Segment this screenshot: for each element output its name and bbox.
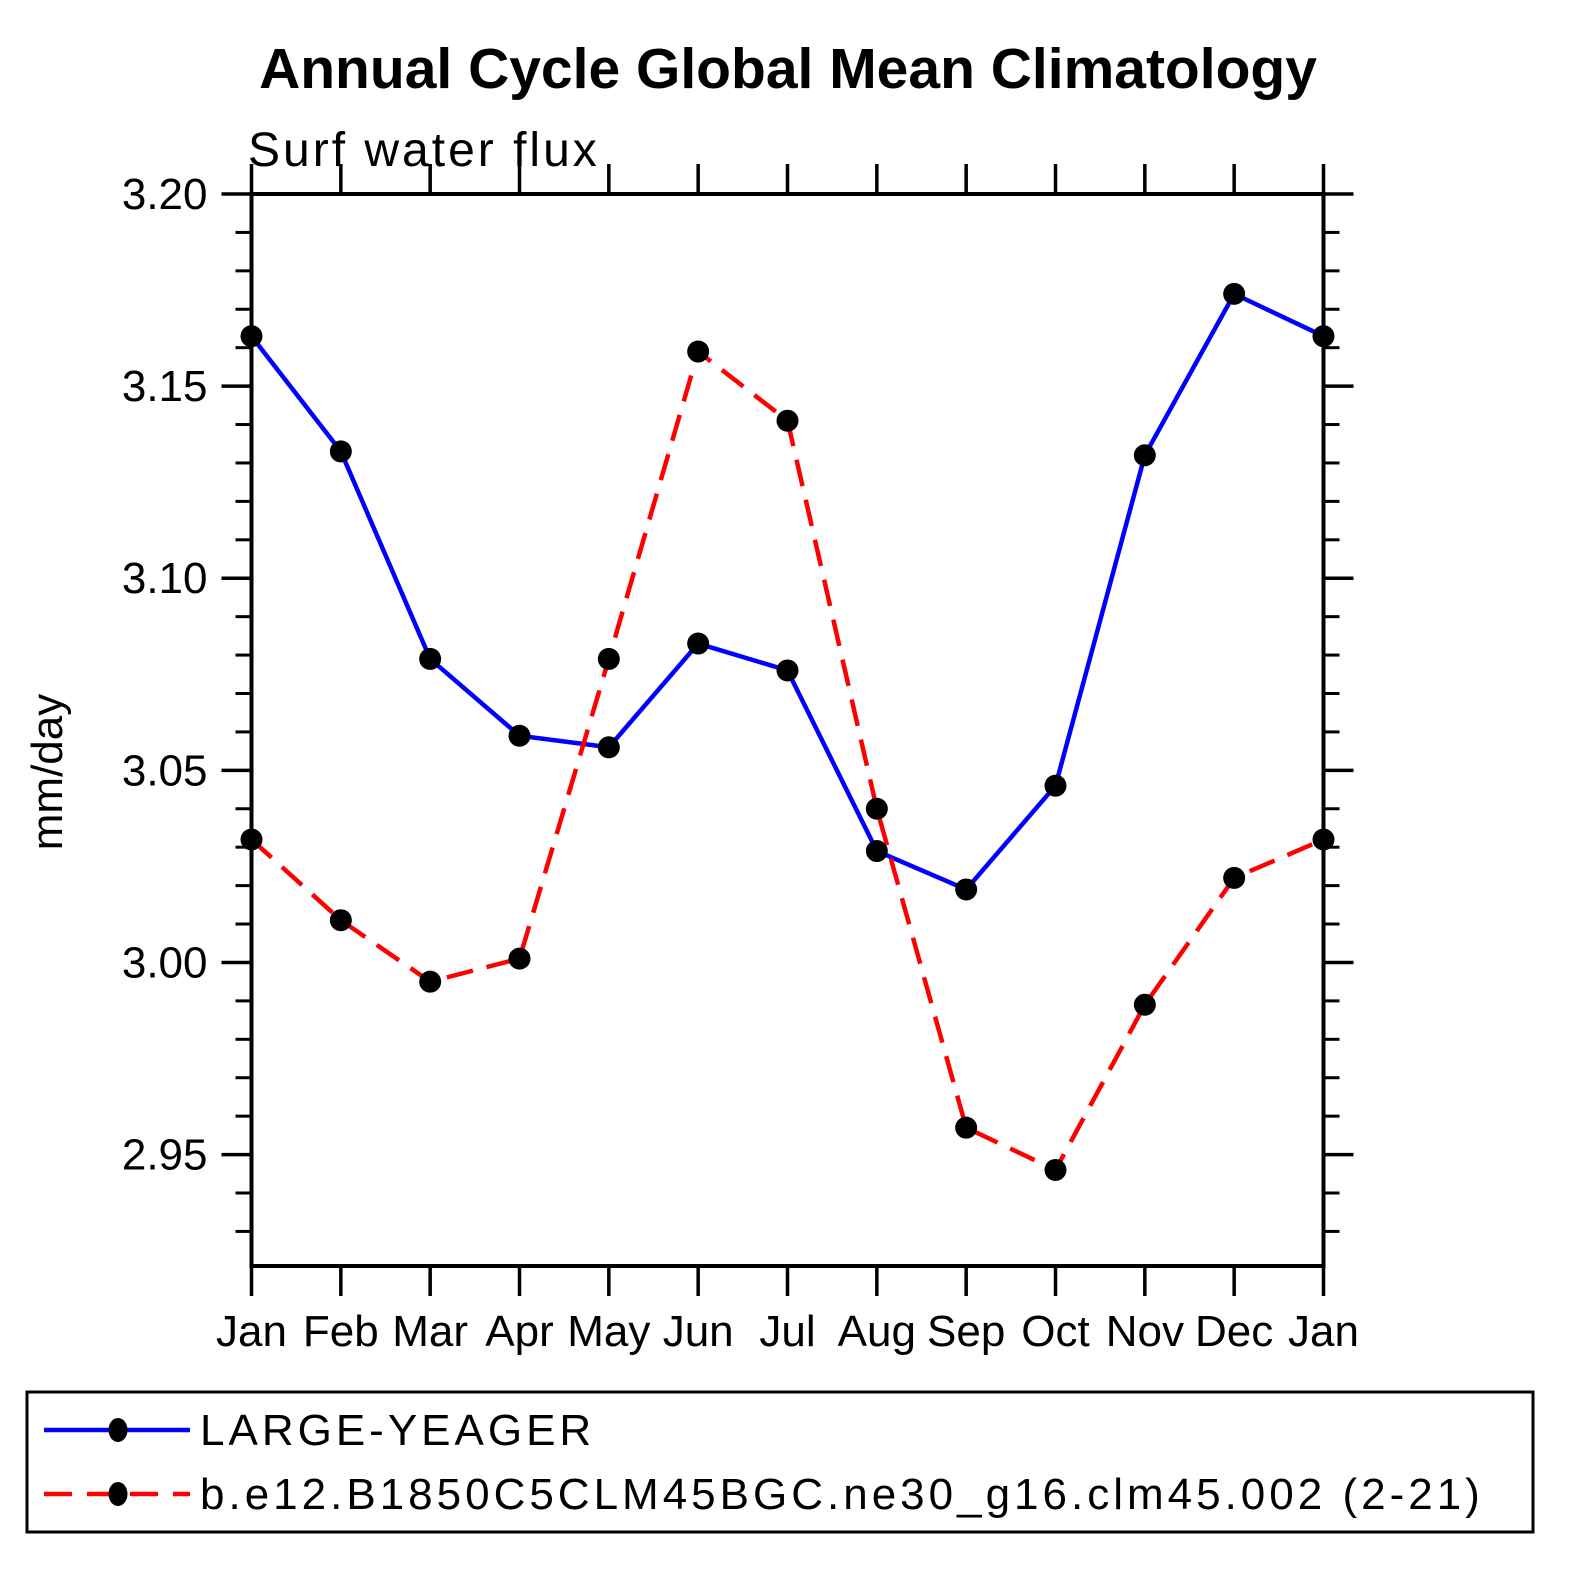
x-tick-label: Jan <box>216 1307 287 1356</box>
legend-item-model-run: b.e12.B1850C5CLM45BGC.ne30_g16.clm45.002… <box>44 1470 1484 1519</box>
data-point-marker <box>687 340 710 363</box>
plot-series <box>240 282 1335 1181</box>
x-tick-label: Nov <box>1106 1307 1184 1356</box>
legend-box: LARGE-YEAGER b.e12.B1850C5CLM45BGC.ne30_… <box>25 1390 1535 1534</box>
data-point-marker <box>1223 282 1246 305</box>
y-tick-label: 3.15 <box>122 362 208 411</box>
series-line-0 <box>249 290 1325 893</box>
legend-border <box>25 1390 1535 1534</box>
data-point-marker <box>687 632 710 655</box>
x-tick-label: Apr <box>485 1307 553 1356</box>
data-point-marker <box>1044 1158 1067 1181</box>
chart-subtitle: Surf water flux <box>248 124 600 177</box>
x-tick-label: Jan <box>1288 1307 1359 1356</box>
data-point-marker <box>240 828 263 851</box>
data-point-marker <box>955 1116 978 1139</box>
plot-frame <box>249 192 1326 1268</box>
legend-item-large-yeager: LARGE-YEAGER <box>44 1406 595 1455</box>
data-point-marker <box>329 909 352 932</box>
data-point-marker <box>776 659 799 682</box>
data-point-marker <box>1312 828 1335 851</box>
y-tick-label: 3.20 <box>122 170 208 219</box>
data-point-marker <box>240 325 263 348</box>
y-tick-label: 2.95 <box>122 1131 208 1180</box>
data-point-marker <box>508 724 531 747</box>
data-point-marker <box>508 947 531 970</box>
data-point-marker <box>1044 774 1067 797</box>
x-tick-label: Jul <box>759 1307 815 1356</box>
data-point-marker <box>865 840 888 863</box>
data-point-marker <box>1133 444 1156 467</box>
data-point-marker <box>329 440 352 463</box>
x-tick-label: Mar <box>392 1307 468 1356</box>
x-tick-label: Feb <box>303 1307 379 1356</box>
x-tick-label: Dec <box>1195 1307 1273 1356</box>
legend-marker-dot <box>108 1482 128 1506</box>
y-axis-label: mm/day <box>23 694 72 850</box>
legend-marker-dot <box>108 1418 128 1442</box>
data-point-marker <box>1223 866 1246 889</box>
data-point-marker <box>597 736 620 759</box>
data-point-marker <box>419 970 442 993</box>
legend-label: b.e12.B1850C5CLM45BGC.ne30_g16.clm45.002… <box>200 1470 1484 1519</box>
x-tick-label: Oct <box>1021 1307 1089 1356</box>
data-point-marker <box>955 878 978 901</box>
x-tick-label: Aug <box>838 1307 916 1356</box>
legend-label: LARGE-YEAGER <box>200 1406 595 1455</box>
x-tick-label: May <box>567 1307 650 1356</box>
x-tick-label: Jun <box>663 1307 734 1356</box>
y-tick-label: 3.10 <box>122 554 208 603</box>
y-tick-label: 3.05 <box>122 746 208 795</box>
data-point-marker <box>1312 325 1335 348</box>
data-point-marker <box>597 647 620 670</box>
plot-axes: 2.95 3.00 3.05 3.10 3.15 3.20 Jan Feb Mar Apr May J… <box>122 164 1359 1356</box>
data-point-marker <box>865 797 888 820</box>
y-tick-label: 3.00 <box>122 938 208 987</box>
chart-title: Annual Cycle Global Mean Climatology <box>259 37 1317 101</box>
x-tick-label: Sep <box>927 1307 1005 1356</box>
series-line-1 <box>249 347 1325 1173</box>
data-point-marker <box>419 647 442 670</box>
data-point-marker <box>776 409 799 432</box>
data-point-marker <box>1133 993 1156 1016</box>
